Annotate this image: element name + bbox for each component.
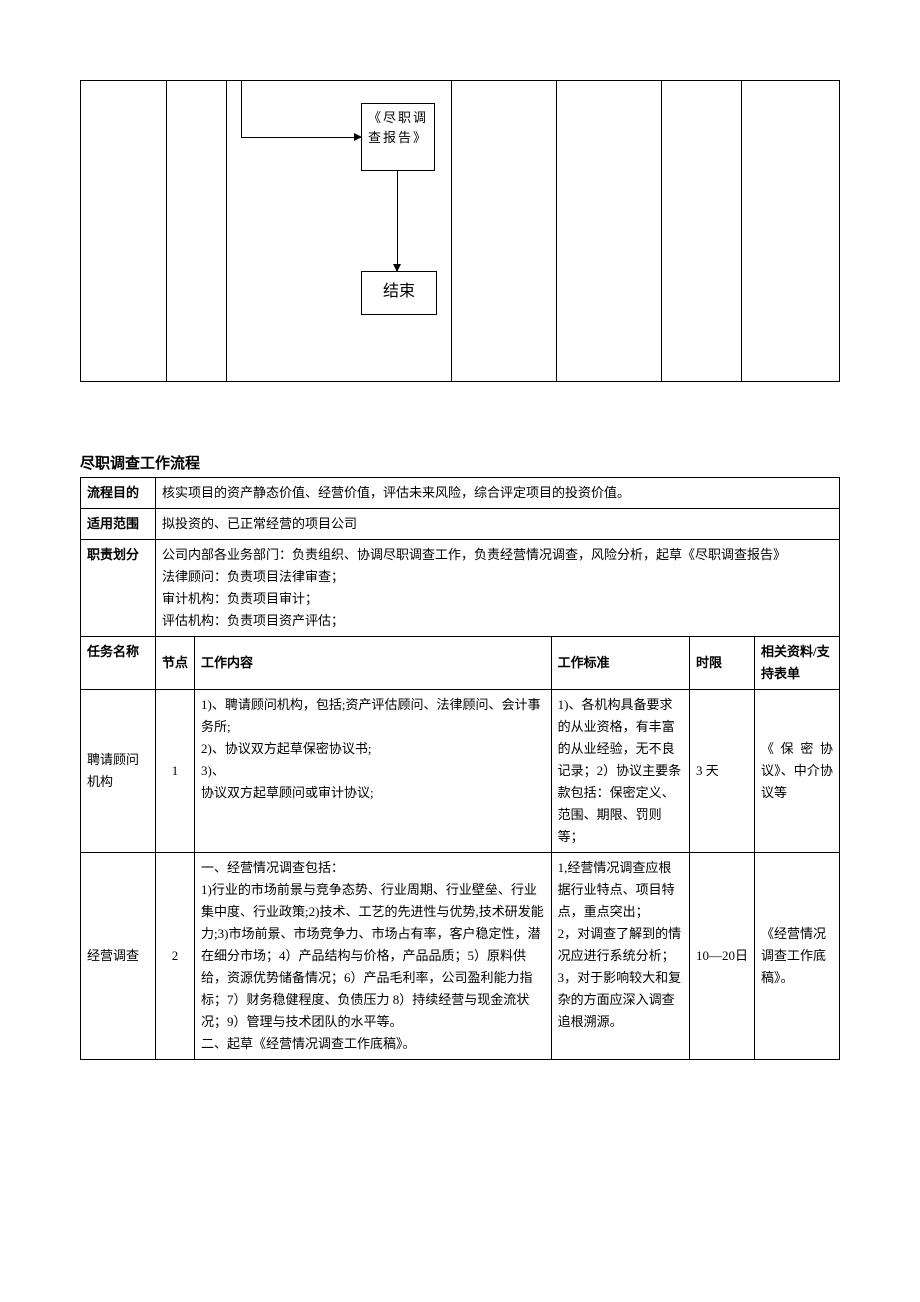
flow-arrow-down [397, 171, 398, 271]
row-columns: 任务名称 节点 工作内容 工作标准 时限 相关资料/支持表单 [81, 637, 840, 690]
value-responsibility: 公司内部各业务部门：负责组织、协调尽职调查工作，负责经营情况调查，风险分析，起草… [156, 540, 840, 637]
section-title: 尽职调查工作流程 [80, 452, 840, 473]
cell-time: 3 天 [690, 690, 755, 853]
cell-standard: 1)、各机构具备要求的从业资格，有丰富的从业经验，无不良记录；2）协议主要条款包… [551, 690, 689, 853]
label-purpose: 流程目的 [81, 478, 156, 509]
row-responsibility: 职责划分 公司内部各业务部门：负责组织、协调尽职调查工作，负责经营情况调查，风险… [81, 540, 840, 637]
cell-node: 2 [156, 853, 195, 1060]
value-purpose: 核实项目的资产静态价值、经营价值，评估未来风险，综合评定项目的投资价值。 [156, 478, 840, 509]
row-purpose: 流程目的 核实项目的资产静态价值、经营价值，评估未来风险，综合评定项目的投资价值… [81, 478, 840, 509]
workflow-table: 流程目的 核实项目的资产静态价值、经营价值，评估未来风险，综合评定项目的投资价值… [80, 477, 840, 1060]
value-scope: 拟投资的、已正常经营的项目公司 [156, 509, 840, 540]
resp-line: 评估机构：负责项目资产评估； [162, 610, 833, 632]
table-row: 聘请顾问机构 1 1)、聘请顾问机构，包括;资产评估顾问、法律顾问、会计事务所;… [81, 690, 840, 853]
cell-doc: 《保密协议》、中介协议等 [755, 690, 840, 853]
row-scope: 适用范围 拟投资的、已正常经营的项目公司 [81, 509, 840, 540]
flowchart-panel: 《尽职调查报告》 结束 [80, 80, 840, 382]
resp-line: 法律顾问：负责项目法律审查； [162, 566, 833, 588]
label-responsibility: 职责划分 [81, 540, 156, 637]
cell-task: 聘请顾问机构 [81, 690, 156, 853]
cell-time: 10—20日 [690, 853, 755, 1060]
flow-arrow-right [241, 137, 361, 138]
col-task: 任务名称 [81, 637, 156, 690]
flow-node-report: 《尽职调查报告》 [361, 103, 435, 171]
cell-node: 1 [156, 690, 195, 853]
cell-content: 一、经营情况调查包括： 1)行业的市场前景与竞争态势、行业周期、行业壁垒、行业集… [195, 853, 552, 1060]
resp-line: 审计机构：负责项目审计； [162, 588, 833, 610]
col-doc: 相关资料/支持表单 [755, 637, 840, 690]
col-node: 节点 [156, 637, 195, 690]
resp-line: 公司内部各业务部门：负责组织、协调尽职调查工作，负责经营情况调查，风险分析，起草… [162, 544, 833, 566]
cell-standard: 1,经营情况调查应根据行业特点、项目特点，重点突出； 2，对调查了解到的情况应进… [551, 853, 689, 1060]
table-row: 经营调查 2 一、经营情况调查包括： 1)行业的市场前景与竞争态势、行业周期、行… [81, 853, 840, 1060]
cell-doc: 《经营情况调查工作底稿》。 [755, 853, 840, 1060]
cell-task: 经营调查 [81, 853, 156, 1060]
col-standard: 工作标准 [551, 637, 689, 690]
col-content: 工作内容 [195, 637, 552, 690]
col-time: 时限 [690, 637, 755, 690]
flow-node-end: 结束 [361, 271, 437, 315]
cell-content: 1)、聘请顾问机构，包括;资产评估顾问、法律顾问、会计事务所; 2)、协议双方起… [195, 690, 552, 853]
label-scope: 适用范围 [81, 509, 156, 540]
